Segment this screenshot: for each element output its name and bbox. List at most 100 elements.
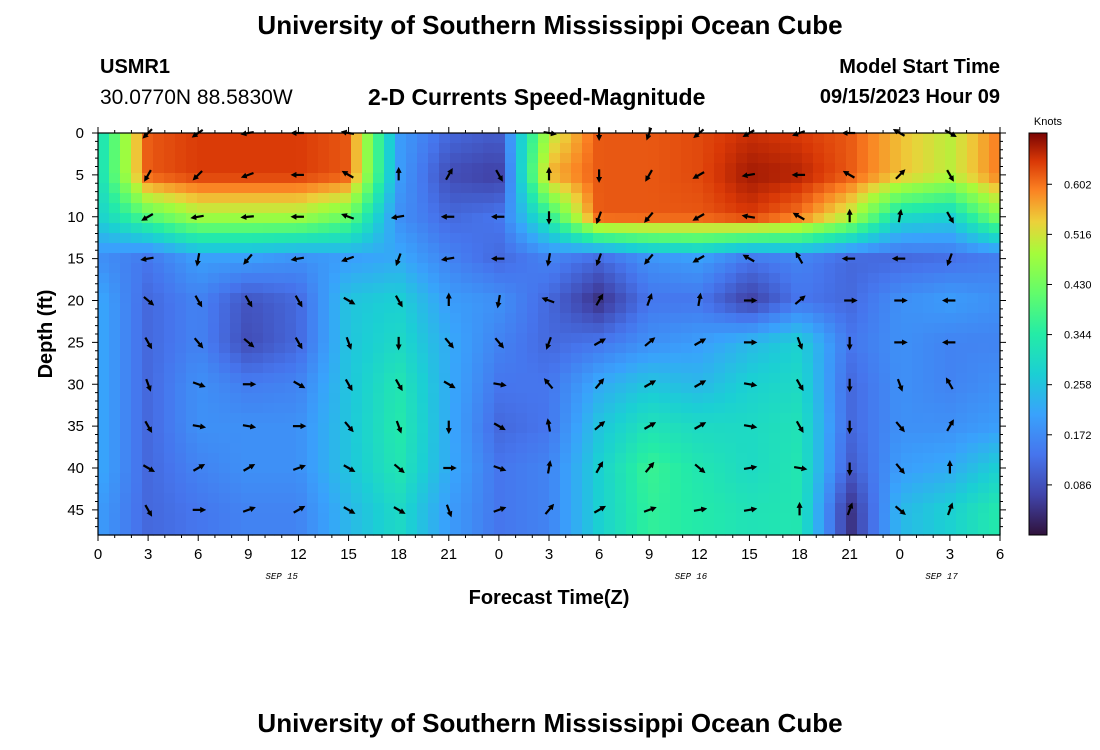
heatmap-cell: [230, 183, 242, 194]
heatmap-cell: [318, 323, 330, 334]
model-start-label: Model Start Time: [839, 56, 1000, 78]
heatmap-cell: [461, 173, 473, 184]
heatmap-cell: [461, 293, 473, 304]
heatmap-cell: [340, 313, 352, 324]
heatmap-cell: [516, 533, 528, 536]
heatmap-cell: [714, 323, 726, 334]
heatmap-cell: [428, 353, 440, 364]
heatmap-cell: [120, 243, 132, 254]
heatmap-cell: [439, 503, 451, 514]
heatmap-cell: [285, 513, 297, 524]
heatmap-cell: [901, 463, 913, 474]
heatmap-cell: [219, 453, 231, 464]
heatmap-cell: [934, 463, 946, 474]
heatmap-cell: [802, 493, 814, 504]
heatmap-cell: [769, 143, 781, 154]
heatmap-cell: [571, 193, 583, 204]
heatmap-cell: [549, 153, 561, 164]
heatmap-cell: [736, 173, 748, 184]
heatmap-cell: [736, 263, 748, 274]
heatmap-cell: [252, 273, 264, 284]
heatmap-cell: [296, 473, 308, 484]
heatmap-cell: [835, 443, 847, 454]
heatmap-cell: [186, 353, 198, 364]
heatmap-cell: [736, 493, 748, 504]
heatmap-cell: [890, 473, 902, 484]
heatmap-cell: [505, 473, 517, 484]
heatmap-cell: [428, 293, 440, 304]
heatmap-cell: [879, 263, 891, 274]
heatmap-cell: [329, 233, 341, 244]
heatmap-cell: [758, 503, 770, 514]
heatmap-cell: [934, 533, 946, 536]
heatmap-cell: [351, 373, 363, 384]
heatmap-cell: [175, 433, 187, 444]
heatmap-cell: [175, 233, 187, 244]
heatmap-cell: [527, 263, 539, 274]
heatmap-cell: [934, 283, 946, 294]
heatmap-cell: [340, 273, 352, 284]
heatmap-cell: [252, 133, 264, 144]
heatmap-cell: [406, 213, 418, 224]
heatmap-cell: [219, 153, 231, 164]
heatmap-cell: [439, 293, 451, 304]
heatmap-cell: [219, 393, 231, 404]
heatmap-cell: [758, 523, 770, 534]
heatmap-cell: [736, 433, 748, 444]
heatmap-cell: [109, 253, 121, 264]
heatmap-cell: [252, 363, 264, 374]
heatmap-cell: [549, 533, 561, 536]
heatmap-cell: [109, 303, 121, 314]
heatmap-cell: [879, 393, 891, 404]
heatmap-cell: [362, 183, 374, 194]
heatmap-cell: [967, 283, 979, 294]
heatmap-cell: [857, 313, 869, 324]
heatmap-cell: [263, 383, 275, 394]
heatmap-cell: [692, 453, 704, 464]
heatmap-cell: [978, 473, 990, 484]
heatmap-cell: [560, 443, 572, 454]
heatmap-cell: [450, 433, 462, 444]
heatmap-cell: [175, 533, 187, 536]
heatmap-cell: [582, 313, 594, 324]
heatmap-cell: [648, 203, 660, 214]
heatmap-cell: [901, 483, 913, 494]
heatmap-cell: [285, 343, 297, 354]
heatmap-cell: [131, 363, 143, 374]
heatmap-cell: [901, 283, 913, 294]
heatmap-cell: [736, 393, 748, 404]
heatmap-cell: [901, 433, 913, 444]
heatmap-cell: [923, 203, 935, 214]
heatmap-cell: [252, 493, 264, 504]
heatmap-cell: [516, 323, 528, 334]
heatmap-cell: [604, 253, 616, 264]
heatmap-cell: [285, 423, 297, 434]
heatmap-cell: [725, 463, 737, 474]
heatmap-cell: [890, 223, 902, 234]
heatmap-cell: [461, 333, 473, 344]
heatmap-cell: [912, 313, 924, 324]
heatmap-cell: [560, 163, 572, 174]
heatmap-cell: [901, 533, 913, 536]
heatmap-cell: [703, 263, 715, 274]
heatmap-cell: [846, 493, 858, 504]
heatmap-cell: [725, 303, 737, 314]
heatmap-cell: [329, 353, 341, 364]
heatmap-cell: [153, 533, 165, 536]
heatmap-cell: [527, 433, 539, 444]
heatmap-cell: [494, 363, 506, 374]
heatmap-cell: [505, 483, 517, 494]
heatmap-cell: [318, 343, 330, 354]
heatmap-cell: [274, 503, 286, 514]
heatmap-cell: [791, 453, 803, 464]
heatmap-cell: [681, 343, 693, 354]
heatmap-cell: [549, 163, 561, 174]
heatmap-cell: [494, 243, 506, 254]
heatmap-cell: [98, 453, 110, 464]
heatmap-cell: [989, 323, 1001, 334]
heatmap-cell: [637, 143, 649, 154]
heatmap-cell: [131, 403, 143, 414]
heatmap-cell: [857, 173, 869, 184]
heatmap-cell: [725, 483, 737, 494]
current-vector-arrow: [293, 505, 306, 514]
